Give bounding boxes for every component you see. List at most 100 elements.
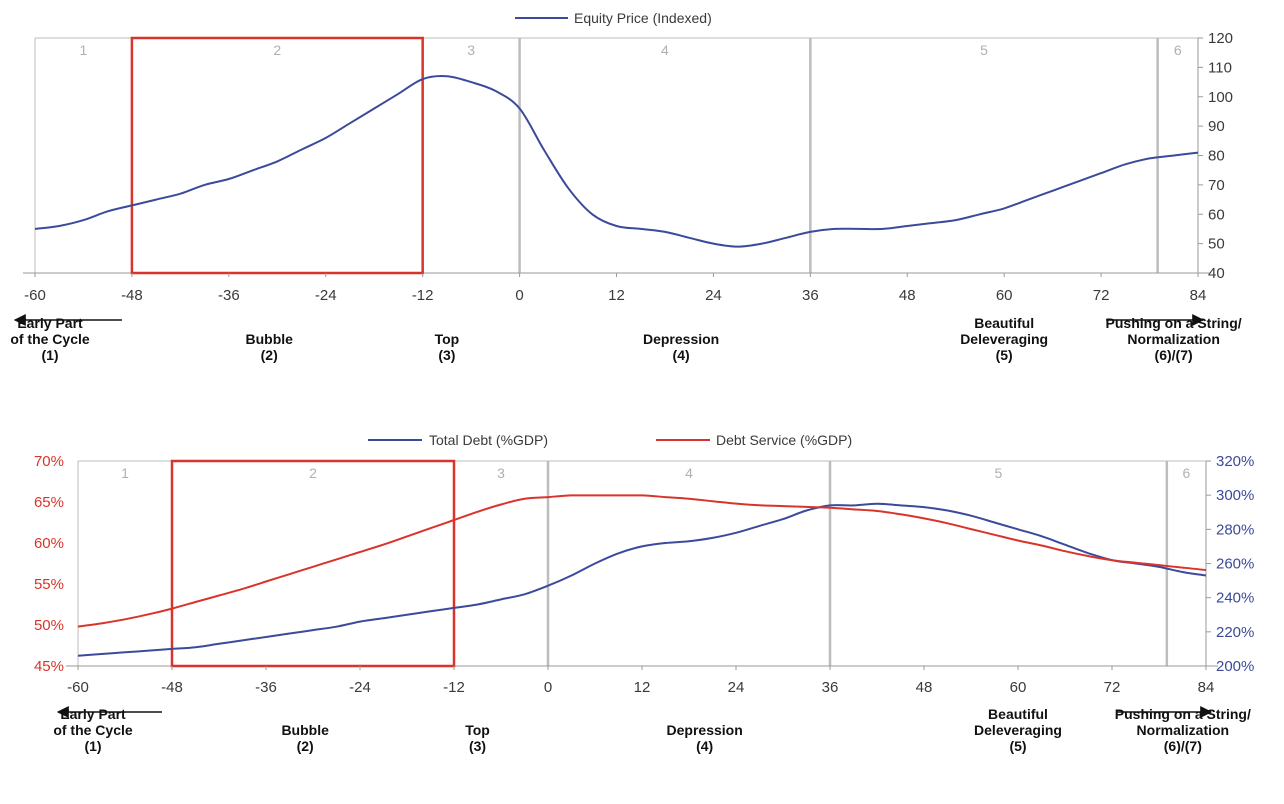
x-tick-label: -12 <box>443 679 465 696</box>
stage-label: (3) <box>469 738 486 754</box>
stage-label: Pushing on a String/ <box>1115 706 1251 722</box>
y-right-tick-label: 120 <box>1208 30 1233 47</box>
x-tick-label: -24 <box>315 287 337 304</box>
y-left-tick-label: 55% <box>34 576 64 593</box>
y-right-tick-label: 80 <box>1208 148 1225 165</box>
phase-number: 3 <box>467 42 475 58</box>
phase-number: 1 <box>121 465 129 481</box>
y-right-tick-label: 200% <box>1216 658 1254 675</box>
x-tick-label: -36 <box>218 287 240 304</box>
stage-label: Normalization <box>1127 331 1220 347</box>
stage-label: (1) <box>41 347 58 363</box>
x-tick-label: 72 <box>1093 287 1110 304</box>
stage-label: (2) <box>297 738 314 754</box>
y-right-tick-label: 90 <box>1208 118 1225 135</box>
x-tick-label: 24 <box>705 287 722 304</box>
stage-label: (4) <box>696 738 713 754</box>
x-tick-label: -12 <box>412 287 434 304</box>
x-tick-label: 0 <box>544 679 552 696</box>
stage-label: Deleveraging <box>960 331 1048 347</box>
stage-label: Bubble <box>281 722 329 738</box>
stage-label: (1) <box>84 738 101 754</box>
y-right-tick-label: 60 <box>1208 206 1225 223</box>
stage-label: Top <box>465 722 490 738</box>
x-tick-label: 36 <box>802 287 819 304</box>
x-tick-label: -48 <box>121 287 143 304</box>
y-right-tick-label: 50 <box>1208 236 1225 253</box>
stage-label: Bubble <box>245 331 293 347</box>
y-right-tick-label: 240% <box>1216 590 1254 607</box>
stage-label: Top <box>435 331 460 347</box>
y-right-tick-label: 220% <box>1216 624 1254 641</box>
y-right-tick-label: 280% <box>1216 521 1254 538</box>
x-tick-label: 84 <box>1198 679 1215 696</box>
x-tick-label: -60 <box>24 287 46 304</box>
x-tick-label: 84 <box>1190 287 1207 304</box>
series-line <box>34 75 1199 248</box>
y-right-tick-label: 260% <box>1216 556 1254 573</box>
stage-label: Pushing on a String/ <box>1106 315 1242 331</box>
stage-label: Deleveraging <box>974 722 1062 738</box>
stage-label: Depression <box>643 331 719 347</box>
y-left-tick-label: 60% <box>34 535 64 552</box>
stage-label: of the Cycle <box>10 331 90 347</box>
x-tick-label: 72 <box>1104 679 1121 696</box>
x-tick-label: -24 <box>349 679 371 696</box>
phase-number: 6 <box>1174 42 1182 58</box>
series-line <box>77 502 1207 657</box>
x-tick-label: 36 <box>822 679 839 696</box>
phase-number: 3 <box>497 465 505 481</box>
y-right-tick-label: 320% <box>1216 453 1254 470</box>
y-left-tick-label: 50% <box>34 617 64 634</box>
x-tick-label: 0 <box>515 287 523 304</box>
stage-label: (6)/(7) <box>1155 347 1193 363</box>
y-right-tick-label: 300% <box>1216 487 1254 504</box>
stage-label: (2) <box>261 347 278 363</box>
debt-chart: Total Debt (%GDP) Debt Service (%GDP)1 2 3 4… <box>34 432 1254 754</box>
x-tick-label: 24 <box>728 679 745 696</box>
series-line <box>77 494 1207 628</box>
legend-label: Equity Price (Indexed) <box>574 10 712 26</box>
x-tick-label: 60 <box>1010 679 1027 696</box>
phase-number: 5 <box>980 42 988 58</box>
x-tick-label: 60 <box>996 287 1013 304</box>
phase-number: 6 <box>1183 465 1191 481</box>
y-right-tick-label: 40 <box>1208 265 1225 282</box>
legend-label: Debt Service (%GDP) <box>716 432 852 448</box>
x-tick-label: 48 <box>916 679 933 696</box>
stage-label: Beautiful <box>988 706 1048 722</box>
phase-number: 4 <box>685 465 693 481</box>
legend-label: Total Debt (%GDP) <box>429 432 548 448</box>
stage-label: Early Part <box>17 315 83 331</box>
x-tick-label: -36 <box>255 679 277 696</box>
y-left-tick-label: 45% <box>34 658 64 675</box>
phase-number: 2 <box>309 465 317 481</box>
x-tick-label: 12 <box>634 679 651 696</box>
stage-label: Normalization <box>1137 722 1230 738</box>
y-left-tick-label: 65% <box>34 494 64 511</box>
stage-label: (5) <box>996 347 1013 363</box>
bubble-highlight-box <box>170 459 456 668</box>
equity-price-chart: Equity Price (Indexed)1 2 3 4 5 6-60 -48 -36 -24… <box>10 10 1241 363</box>
y-right-tick-label: 70 <box>1208 177 1225 194</box>
phase-number: 5 <box>995 465 1003 481</box>
bubble-highlight-box <box>130 36 424 275</box>
phase-number: 1 <box>80 42 88 58</box>
stage-label: Early Part <box>60 706 126 722</box>
stage-label: of the Cycle <box>53 722 133 738</box>
x-tick-label: 48 <box>899 287 916 304</box>
phase-number: 4 <box>661 42 669 58</box>
y-left-tick-label: 70% <box>34 453 64 470</box>
x-tick-label: -48 <box>161 679 183 696</box>
stage-label: (5) <box>1009 738 1026 754</box>
stage-label: Depression <box>667 722 743 738</box>
stage-label: (4) <box>673 347 690 363</box>
x-tick-label: 12 <box>608 287 625 304</box>
phase-number: 2 <box>273 42 281 58</box>
y-right-tick-label: 100 <box>1208 89 1233 106</box>
stage-label: (6)/(7) <box>1164 738 1202 754</box>
stage-label: (3) <box>438 347 455 363</box>
y-right-tick-label: 110 <box>1208 59 1232 76</box>
stage-label: Beautiful <box>974 315 1034 331</box>
